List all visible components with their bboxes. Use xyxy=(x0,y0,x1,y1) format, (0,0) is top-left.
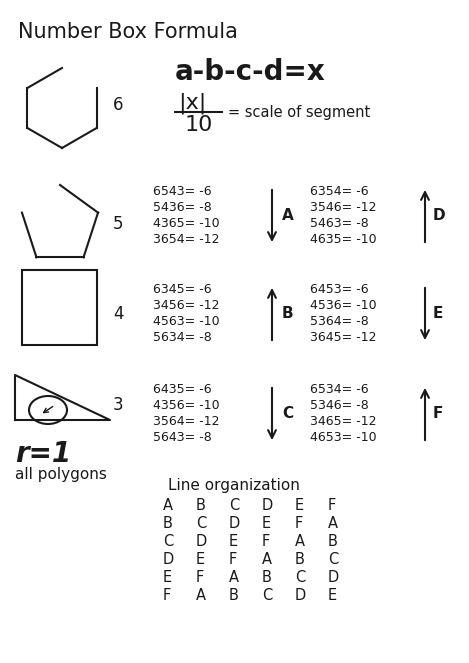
Text: A: A xyxy=(282,208,294,223)
Text: B: B xyxy=(282,306,294,320)
Text: 6534= -6: 6534= -6 xyxy=(310,383,369,396)
Text: 6543= -6: 6543= -6 xyxy=(153,185,212,198)
Text: C: C xyxy=(282,406,293,420)
Text: 4653= -10: 4653= -10 xyxy=(310,431,377,444)
Text: C: C xyxy=(163,534,173,549)
Text: A: A xyxy=(295,534,305,549)
Text: D: D xyxy=(262,498,273,513)
Text: Line organization: Line organization xyxy=(168,478,300,493)
Text: 6345= -6: 6345= -6 xyxy=(153,283,212,296)
Text: F: F xyxy=(328,498,336,513)
Text: C: C xyxy=(328,552,338,567)
Text: E: E xyxy=(433,306,443,320)
Text: 4365= -10: 4365= -10 xyxy=(153,217,219,230)
Text: 5436= -8: 5436= -8 xyxy=(153,201,212,214)
Text: C: C xyxy=(262,588,272,603)
Text: 5364= -8: 5364= -8 xyxy=(310,315,369,328)
Text: 3564= -12: 3564= -12 xyxy=(153,415,219,428)
Text: 6354= -6: 6354= -6 xyxy=(310,185,369,198)
Text: 3: 3 xyxy=(113,396,124,414)
Text: 10: 10 xyxy=(185,115,213,135)
Bar xyxy=(22,270,97,345)
Text: 5643= -8: 5643= -8 xyxy=(153,431,212,444)
Text: r=1: r=1 xyxy=(15,440,71,468)
Text: 5346= -8: 5346= -8 xyxy=(310,399,369,412)
Text: 3654= -12: 3654= -12 xyxy=(153,233,219,246)
Text: C: C xyxy=(295,570,305,585)
Text: D: D xyxy=(295,588,306,603)
Text: F: F xyxy=(433,406,443,420)
Text: 3456= -12: 3456= -12 xyxy=(153,299,219,312)
Text: F: F xyxy=(295,516,303,531)
Text: 6453= -6: 6453= -6 xyxy=(310,283,369,296)
Text: 3465= -12: 3465= -12 xyxy=(310,415,377,428)
Text: F: F xyxy=(163,588,171,603)
Text: |x|: |x| xyxy=(178,93,206,115)
Text: F: F xyxy=(262,534,270,549)
Text: E: E xyxy=(196,552,205,567)
Text: A: A xyxy=(196,588,206,603)
Text: B: B xyxy=(328,534,338,549)
Text: A: A xyxy=(229,570,239,585)
Text: D: D xyxy=(229,516,240,531)
Text: 4635= -10: 4635= -10 xyxy=(310,233,377,246)
Text: E: E xyxy=(295,498,304,513)
Text: Number Box Formula: Number Box Formula xyxy=(18,22,238,42)
Text: 3546= -12: 3546= -12 xyxy=(310,201,377,214)
Text: D: D xyxy=(163,552,174,567)
Text: 6: 6 xyxy=(113,96,123,114)
Text: 4: 4 xyxy=(113,305,123,323)
Text: E: E xyxy=(163,570,172,585)
Text: A: A xyxy=(262,552,272,567)
Text: F: F xyxy=(196,570,204,585)
Text: C: C xyxy=(196,516,206,531)
Text: B: B xyxy=(262,570,272,585)
Text: B: B xyxy=(163,516,173,531)
Text: E: E xyxy=(262,516,271,531)
Text: D: D xyxy=(433,208,446,223)
Text: A: A xyxy=(328,516,338,531)
Text: B: B xyxy=(196,498,206,513)
Text: B: B xyxy=(295,552,305,567)
Text: all polygons: all polygons xyxy=(15,467,107,482)
Text: 5634= -8: 5634= -8 xyxy=(153,331,212,344)
Text: 4536= -10: 4536= -10 xyxy=(310,299,377,312)
Text: D: D xyxy=(328,570,339,585)
Text: 4356= -10: 4356= -10 xyxy=(153,399,219,412)
Text: A: A xyxy=(163,498,173,513)
Text: B: B xyxy=(229,588,239,603)
Text: E: E xyxy=(229,534,238,549)
Text: C: C xyxy=(229,498,239,513)
Text: 3645= -12: 3645= -12 xyxy=(310,331,377,344)
Text: 6435= -6: 6435= -6 xyxy=(153,383,212,396)
Text: a-b-c-d=x: a-b-c-d=x xyxy=(175,58,326,86)
Text: 4563= -10: 4563= -10 xyxy=(153,315,219,328)
Text: D: D xyxy=(196,534,207,549)
Text: = scale of segment: = scale of segment xyxy=(228,105,370,120)
Text: 5463= -8: 5463= -8 xyxy=(310,217,369,230)
Text: 5: 5 xyxy=(113,215,123,233)
Text: F: F xyxy=(229,552,237,567)
Text: E: E xyxy=(328,588,337,603)
